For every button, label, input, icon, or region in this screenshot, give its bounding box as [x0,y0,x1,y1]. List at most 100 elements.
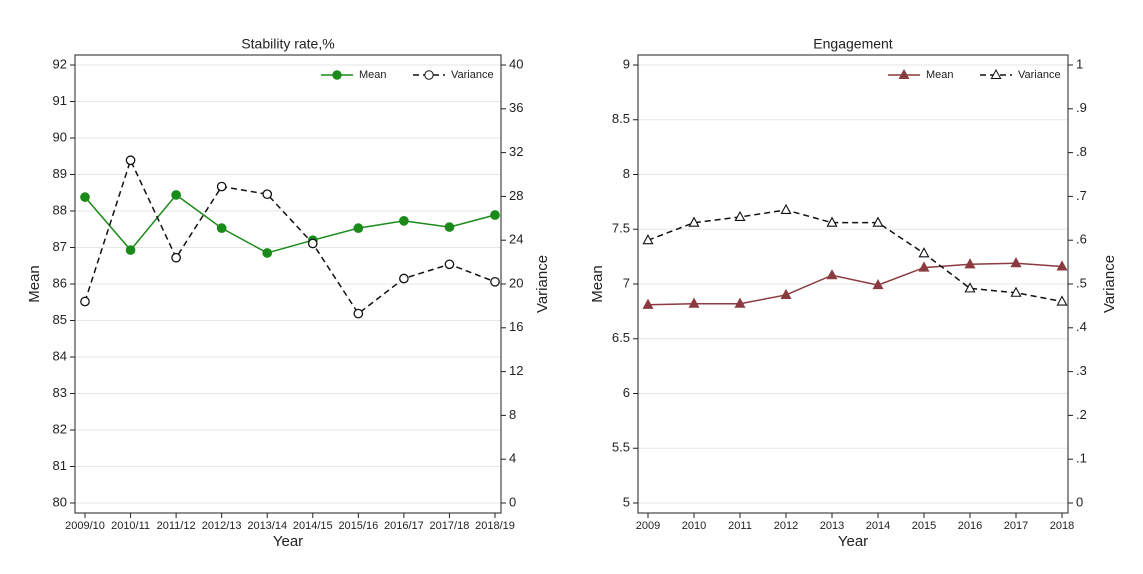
point [918,247,930,258]
x-tick-label: 2015 [912,520,936,532]
y2-tick-label: 40 [509,56,523,71]
y-tick-label: 5 [623,494,630,509]
y-tick-label: 83 [53,385,67,400]
point [125,245,136,255]
point [872,278,884,290]
y-tick-label: 9 [623,56,630,71]
y-tick-label: 91 [53,93,67,108]
y-tick-label: 8 [623,166,630,181]
y2-tick-label: 4 [509,451,516,466]
point [216,223,227,234]
point [1010,257,1022,268]
plot-frame [637,54,1069,514]
point [307,238,318,249]
legend-marker [424,70,434,80]
point [780,288,792,299]
point [734,210,746,222]
point [353,308,364,319]
point [964,282,976,293]
x-axis-title: Year [273,533,303,550]
y2-tick-label: 36 [509,100,523,115]
x-tick-label: 2014/15 [293,520,333,532]
chart: Engagement 5 5.5 6 6.5 7 7.5 8 8.5 9 0 .1 .2 .3 .4 .5 .6… [589,36,1118,550]
y2-tick-label: .1 [1076,451,1087,466]
x-tick-label: 2012/13 [202,520,242,532]
point [125,155,136,166]
y2-tick-label: .9 [1076,100,1087,115]
legend-marker [898,68,910,79]
point [171,252,181,263]
point [826,216,838,227]
x-axis-title: Year [838,533,868,550]
point [964,258,976,269]
y-tick-label: 86 [53,275,67,290]
y2-tick-label: .4 [1076,319,1087,334]
x-tick-label: 2013 [820,520,844,532]
point [688,297,700,308]
y2-tick-label: .8 [1076,144,1087,159]
point [826,269,838,280]
x-tick-label: 2018 [1050,520,1074,532]
point [1056,295,1068,306]
x-tick-label: 2016/17 [384,520,424,532]
y-tick-label: 92 [53,56,67,71]
x-tick-label: 2012 [774,520,798,532]
legend-marker [332,70,342,80]
series-line [84,158,496,315]
point [688,216,700,227]
y-tick-label: 6 [623,385,630,400]
x-tick-label: 2015/16 [338,520,378,532]
y2-tick-label: 0 [509,494,516,509]
y2-tick-label: 12 [509,363,523,378]
y2-tick-label: .5 [1076,275,1087,290]
y-tick-label: 85 [53,312,67,327]
y-tick-label: 80 [53,494,67,509]
legend-label: Variance [451,69,494,81]
y-axis-title: Mean [26,265,43,303]
y-tick-label: 7.5 [612,221,630,236]
point [642,298,654,309]
y2-tick-label: 20 [509,275,523,290]
point [353,223,364,234]
point [918,261,930,272]
y2-axis-title: Variance [1101,255,1118,313]
y2-tick-label: 32 [509,144,523,159]
y-tick-label: 84 [53,348,67,363]
legend-label: Variance [1018,69,1061,81]
y-axis-title: Mean [589,265,606,303]
y2-tick-label: .6 [1076,232,1087,247]
x-tick-label: 2011 [728,520,752,532]
y-tick-label: 7 [623,275,630,290]
point [171,190,181,200]
x-tick-label: 2017 [1004,520,1028,532]
y-tick-label: 89 [53,166,67,181]
series-line [647,209,1063,303]
y-tick-label: 88 [53,202,67,217]
point [780,203,792,215]
point [80,192,90,202]
point [216,181,227,192]
chart-title: Engagement [813,36,893,52]
y2-tick-label: .2 [1076,407,1087,422]
legend-label: Mean [359,69,387,81]
y2-tick-label: 16 [509,319,523,334]
y-tick-label: 90 [53,129,67,144]
point [734,297,746,308]
y-tick-label: 81 [53,458,67,473]
y2-tick-label: 28 [509,188,523,203]
x-tick-label: 2009 [636,520,660,532]
x-tick-label: 2017/18 [430,520,470,532]
point [490,276,500,287]
point [1010,286,1022,297]
y2-tick-label: 0 [1076,494,1083,509]
point [80,296,90,307]
y2-tick-label: .3 [1076,363,1087,378]
chart: Stability rate,%808182838485868788899091… [26,36,551,550]
x-tick-label: 2009/10 [65,520,105,532]
point [444,222,455,232]
y-tick-label: 82 [53,421,67,436]
series-line [647,262,1063,306]
x-tick-label: 2016 [958,520,982,532]
